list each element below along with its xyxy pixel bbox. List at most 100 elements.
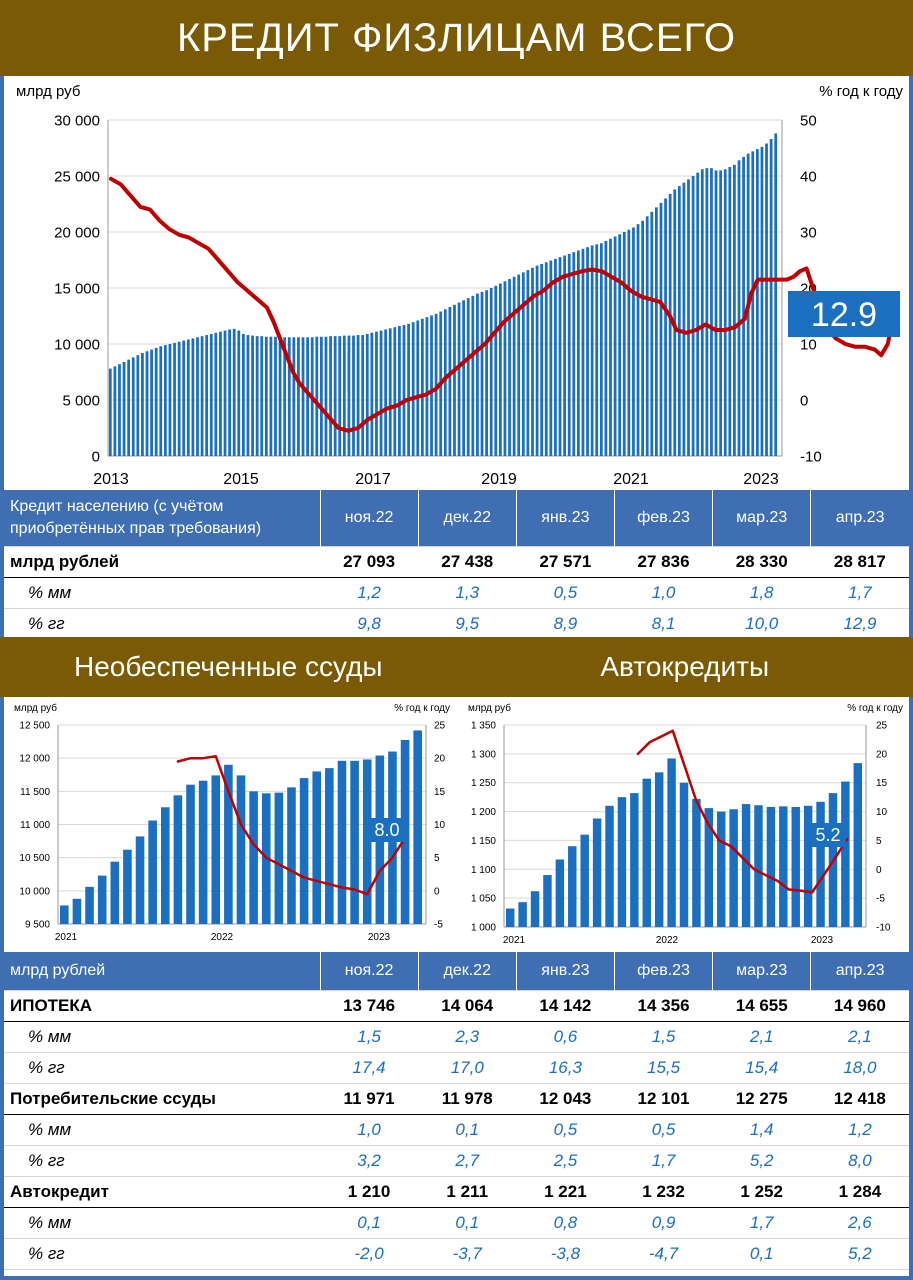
bar (803, 805, 813, 927)
bar (127, 359, 131, 456)
table-row: % гг 3,2 2,7 2,5 1,7 5,2 8,0 (4, 1145, 909, 1177)
bar (131, 357, 135, 456)
left-tick-label: 25 000 (54, 168, 100, 185)
table-cell: 1 284 (810, 1176, 909, 1208)
bar (430, 315, 433, 456)
table-header-row: Кредит населению (с учётом приобретённых… (4, 490, 909, 547)
left-tick-label: 1 000 (471, 923, 496, 934)
bar (668, 193, 672, 457)
x-tick-label: 2023 (368, 932, 391, 943)
main-title: КРЕДИТ ФИЗЛИЦАМ ВСЕГО (176, 15, 737, 60)
bar (287, 337, 291, 456)
bar (350, 760, 359, 924)
row-label: % мм (4, 1114, 320, 1146)
table-cell: 27 571 (516, 546, 615, 578)
table-cell: 14 655 (712, 990, 811, 1022)
left-tick-label: 10 500 (19, 853, 50, 864)
annotation-box (788, 291, 900, 337)
left-tick-label: 1 200 (471, 807, 496, 818)
bar (577, 250, 580, 456)
table-row: Автокредит 1 210 1 211 1 221 1 232 1 252 1 284 (4, 1176, 909, 1208)
right-tick-label: 5 (434, 853, 440, 864)
growth-line (176, 754, 407, 896)
table-cell: 11 971 (320, 1083, 419, 1115)
annotation-value: 12.9 (811, 296, 877, 334)
row-label: млрд рублей (4, 546, 320, 578)
bar (113, 366, 117, 456)
bar (563, 255, 566, 456)
table-cell: 12 275 (712, 1083, 811, 1115)
bar (489, 288, 493, 456)
right-tick-label: 15 (434, 787, 446, 798)
bar (636, 224, 640, 456)
bar (173, 795, 183, 924)
bar (411, 322, 415, 456)
right-tick-label: 10 (876, 807, 888, 818)
x-tick-label: 2015 (223, 471, 259, 488)
bar (530, 891, 540, 927)
table-row: Потребительские ссуды 11 971 11 978 12 043 1… (4, 1083, 909, 1115)
table-cell: 14 064 (418, 990, 517, 1022)
bar (173, 342, 176, 456)
growth-line (109, 176, 893, 433)
x-tick-label: 2022 (211, 932, 234, 943)
right-tick-label: -5 (876, 894, 885, 905)
table-row: % гг -2,0 -3,7 -3,8 -4,7 0,1 5,2 (4, 1238, 909, 1270)
bar (581, 248, 585, 456)
bar (664, 198, 667, 456)
left-tick-label: 1 150 (471, 836, 496, 847)
bar (696, 172, 700, 456)
bar (228, 329, 231, 456)
table-cell: 14 142 (516, 990, 615, 1022)
bar (375, 331, 378, 456)
bar (549, 260, 553, 456)
table-cell: 12 101 (614, 1083, 713, 1115)
bar (347, 335, 351, 456)
bar (312, 771, 322, 924)
bar (249, 791, 258, 924)
left-tick-label: 30 000 (54, 112, 100, 129)
left-tick-label: 9 500 (25, 920, 50, 931)
table-cell: 2,3 (418, 1021, 517, 1053)
bar (219, 331, 222, 456)
bar (613, 236, 617, 456)
table-cell: 1,8 (712, 577, 811, 609)
bar (223, 330, 227, 456)
bar (604, 240, 608, 456)
bar (191, 338, 195, 456)
bar (655, 207, 658, 456)
bar (337, 760, 347, 924)
bar (379, 330, 383, 456)
bar (315, 336, 319, 456)
bar (518, 902, 527, 927)
table-cell: 0,1 (320, 1207, 419, 1239)
table-cell: -3,8 (516, 1238, 615, 1270)
month-header: дек.22 (417, 952, 517, 991)
bar (434, 313, 438, 456)
bar (163, 345, 167, 456)
right-tick-label: 5 (876, 836, 882, 847)
right-tick-label: 10 (800, 336, 817, 353)
table-cell: 16,3 (516, 1052, 615, 1084)
bar (717, 811, 726, 927)
bar (398, 326, 401, 456)
bar (705, 168, 709, 456)
bar (205, 335, 209, 456)
bar (710, 168, 713, 456)
left-tick-label: 11 500 (20, 787, 50, 798)
bar (110, 861, 120, 924)
bar (108, 368, 112, 456)
bar (645, 216, 649, 456)
table-cell: 15,4 (712, 1052, 811, 1084)
bar (306, 337, 309, 456)
table-row: % мм 1,2 1,3 0,5 1,0 1,8 1,7 (4, 577, 909, 609)
bar (816, 801, 825, 927)
table-cell: 27 438 (418, 546, 517, 578)
bar (590, 245, 594, 456)
table-cell: 1,7 (810, 577, 909, 609)
bar (393, 327, 397, 456)
bar (141, 352, 144, 456)
bar (283, 337, 287, 456)
left-tick-label: 1 250 (471, 778, 496, 789)
bar (765, 143, 768, 456)
